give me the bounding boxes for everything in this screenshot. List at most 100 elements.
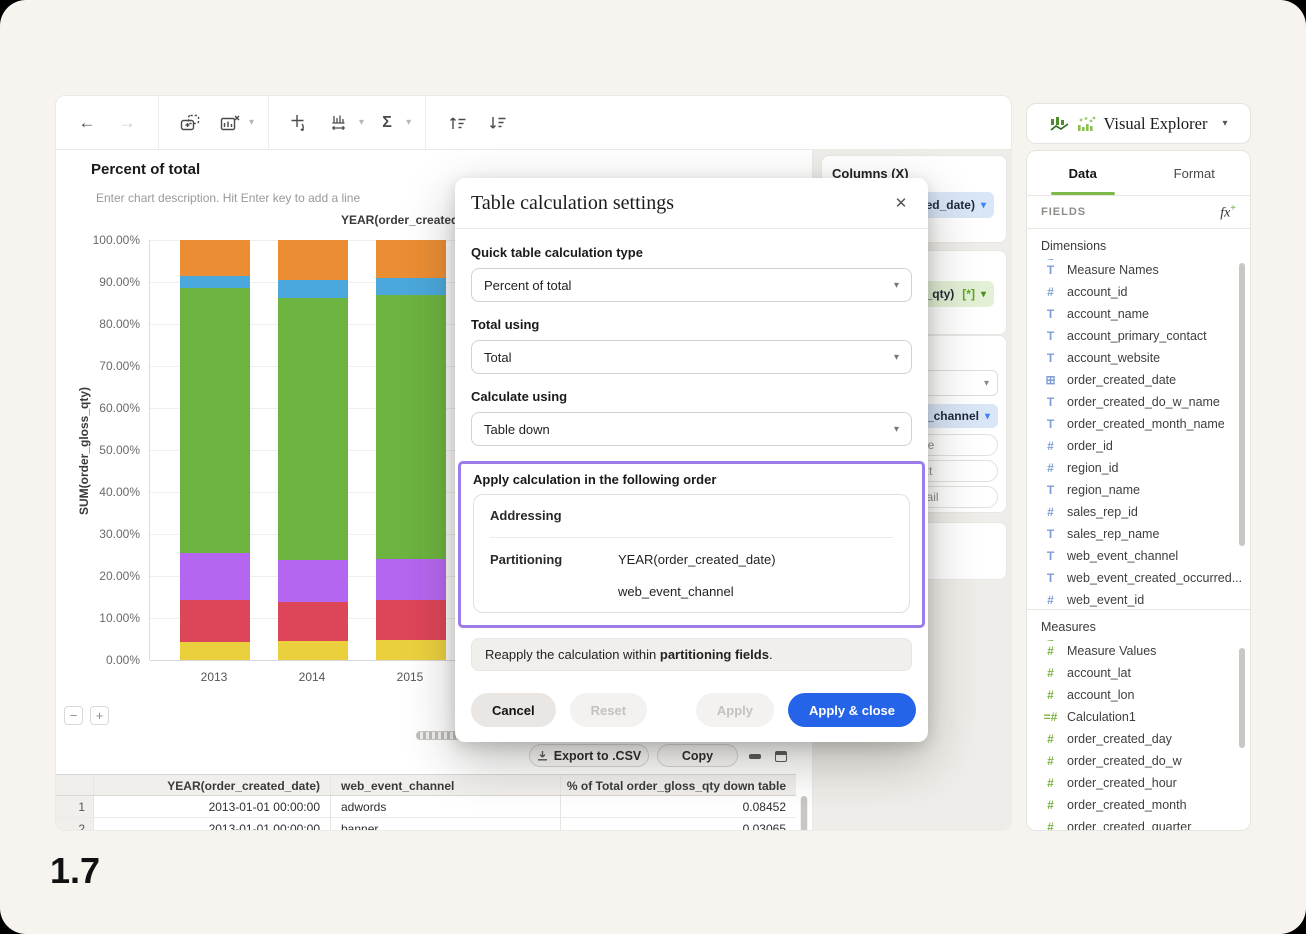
duplicate-chart-button[interactable] bbox=[173, 106, 207, 140]
number-icon: # bbox=[1047, 754, 1054, 768]
table-header-cell[interactable]: web_event_channel bbox=[331, 775, 561, 795]
table-cell: 0.03065 bbox=[742, 822, 786, 831]
close-icon[interactable]: ✕ bbox=[894, 195, 908, 212]
field-item-region-id[interactable]: # region_id bbox=[1027, 457, 1250, 479]
field-item-order-created-do-w[interactable]: # order_created_do_w bbox=[1027, 750, 1250, 772]
field-item-account-lat[interactable]: # account_lat bbox=[1027, 662, 1250, 684]
table-header-cell[interactable]: % of Total order_gloss_qty down table bbox=[566, 779, 786, 793]
bar-segment-segment-yellow[interactable] bbox=[376, 639, 446, 660]
field-item-order-created-month[interactable]: # order_created_month bbox=[1027, 794, 1250, 816]
minimize-table-button[interactable] bbox=[746, 748, 764, 764]
tab-data[interactable]: Data bbox=[1027, 151, 1139, 195]
aggregate-caret-icon[interactable]: ▾ bbox=[406, 117, 412, 128]
copy-button[interactable]: Copy bbox=[657, 744, 738, 767]
chart-description-placeholder[interactable]: Enter chart description. Hit Enter key t… bbox=[96, 191, 361, 205]
calculate-using-select[interactable]: Table down ▾ bbox=[471, 412, 912, 446]
calc-icon: =# bbox=[1043, 710, 1058, 724]
bar-segment-segment-blue[interactable] bbox=[376, 278, 446, 295]
apply-close-button[interactable]: Apply & close bbox=[788, 693, 916, 727]
lasso-curve-icon: ~ bbox=[1047, 259, 1054, 266]
maximize-table-button[interactable] bbox=[772, 748, 790, 764]
table-header-cell bbox=[56, 775, 94, 795]
partitioning-field[interactable]: web_event_channel bbox=[618, 584, 734, 599]
table-cell: 2013-01-01 00:00:00 bbox=[94, 818, 331, 830]
measures-scrollbar-thumb[interactable] bbox=[1239, 648, 1245, 748]
partitioning-field[interactable]: YEAR(order_created_date) bbox=[618, 552, 776, 567]
swap-axes-button[interactable] bbox=[283, 106, 317, 140]
bar-segment-segment-orange[interactable] bbox=[180, 240, 250, 276]
zoom-in-button[interactable]: + bbox=[90, 706, 109, 725]
apply-order-label: Apply calculation in the following order bbox=[473, 472, 717, 487]
zoom-out-button[interactable]: − bbox=[64, 706, 83, 725]
field-item-order-id[interactable]: # order_id bbox=[1027, 435, 1250, 457]
bar-segment-segment-purple[interactable] bbox=[180, 552, 250, 601]
remove-chart-button[interactable] bbox=[213, 106, 247, 140]
bar-segment-segment-red[interactable] bbox=[180, 600, 250, 643]
export-csv-button[interactable]: Export to .CSV bbox=[529, 744, 649, 767]
bar-segment-segment-green[interactable] bbox=[376, 294, 446, 559]
bar-segment-segment-orange[interactable] bbox=[278, 240, 348, 281]
bar-segment-segment-red[interactable] bbox=[376, 599, 446, 640]
bar-segment-segment-purple[interactable] bbox=[278, 560, 348, 603]
sort-descending-button[interactable] bbox=[480, 106, 514, 140]
y-tick-label: 20.00% bbox=[99, 569, 140, 583]
bar-size-caret-icon[interactable]: ▾ bbox=[359, 117, 365, 128]
partitioning-label: Partitioning bbox=[490, 552, 563, 567]
bar-segment-segment-yellow[interactable] bbox=[278, 641, 348, 660]
field-item-label: order_id bbox=[1067, 439, 1113, 453]
chart-title[interactable]: Percent of total bbox=[91, 161, 201, 178]
bar-segment-segment-blue[interactable] bbox=[278, 280, 348, 298]
swap-axes-icon bbox=[291, 114, 305, 131]
bar-segment-segment-green[interactable] bbox=[278, 297, 348, 561]
total-using-select[interactable]: Total ▾ bbox=[471, 340, 912, 374]
field-item-account-lon[interactable]: # account_lon bbox=[1027, 684, 1250, 706]
remove-chart-caret-icon[interactable]: ▾ bbox=[249, 117, 255, 128]
reset-button[interactable]: Reset bbox=[569, 693, 648, 727]
undo-back-button[interactable]: ← bbox=[70, 106, 104, 140]
bar-segment-segment-yellow[interactable] bbox=[180, 642, 250, 660]
bar-segment-segment-red[interactable] bbox=[278, 602, 348, 642]
field-item-sales-rep-id[interactable]: # sales_rep_id bbox=[1027, 501, 1250, 523]
field-item-measure-names[interactable]: T ~ Measure Names bbox=[1027, 259, 1250, 281]
table-cell: banner bbox=[331, 818, 561, 830]
field-item-order-created-day[interactable]: # order_created_day bbox=[1027, 728, 1250, 750]
field-item-account-id[interactable]: # account_id bbox=[1027, 281, 1250, 303]
sort-ascending-button[interactable] bbox=[440, 106, 474, 140]
aggregate-button[interactable]: Σ bbox=[370, 106, 404, 140]
cancel-button[interactable]: Cancel bbox=[471, 693, 556, 727]
bar-segment-segment-blue[interactable] bbox=[180, 275, 250, 289]
sigma-icon: Σ bbox=[382, 113, 392, 131]
dimensions-scrollbar-thumb[interactable] bbox=[1239, 263, 1245, 546]
redo-forward-button[interactable]: → bbox=[110, 106, 144, 140]
field-item-measure-values[interactable]: # ~ Measure Values bbox=[1027, 640, 1250, 662]
field-item-calculation1[interactable]: =# Calculation1 bbox=[1027, 706, 1250, 728]
bar-segment-segment-green[interactable] bbox=[180, 288, 250, 553]
tab-format[interactable]: Format bbox=[1173, 165, 1215, 181]
apply-button[interactable]: Apply bbox=[695, 693, 775, 727]
bar-size-button[interactable] bbox=[323, 106, 357, 140]
partitioning-note: Reapply the calculation within partition… bbox=[471, 638, 912, 671]
field-item-label: order_created_do_w_name bbox=[1067, 395, 1220, 409]
field-item-order-created-date[interactable]: ⊞ order_created_date bbox=[1027, 369, 1250, 391]
add-calculation-button[interactable]: fx+ bbox=[1220, 203, 1236, 222]
bar-segment-segment-orange[interactable] bbox=[376, 240, 446, 279]
visual-explorer-menu-button[interactable]: Visual Explorer ▾ bbox=[1026, 103, 1251, 144]
table-header-cell[interactable]: YEAR(order_created_date) bbox=[94, 775, 331, 795]
number-icon: # bbox=[1047, 776, 1054, 790]
field-item-order-created-hour[interactable]: # order_created_hour bbox=[1027, 772, 1250, 794]
field-item-order-created-quarter[interactable]: # order_created_quarter bbox=[1027, 816, 1250, 830]
table-scrollbar-thumb[interactable] bbox=[801, 796, 807, 830]
field-item-web-event-id[interactable]: # web_event_id bbox=[1027, 589, 1250, 607]
quick-calc-type-select[interactable]: Percent of total ▾ bbox=[471, 268, 912, 302]
text-icon: T bbox=[1046, 527, 1055, 541]
bar-segment-segment-purple[interactable] bbox=[376, 558, 446, 600]
